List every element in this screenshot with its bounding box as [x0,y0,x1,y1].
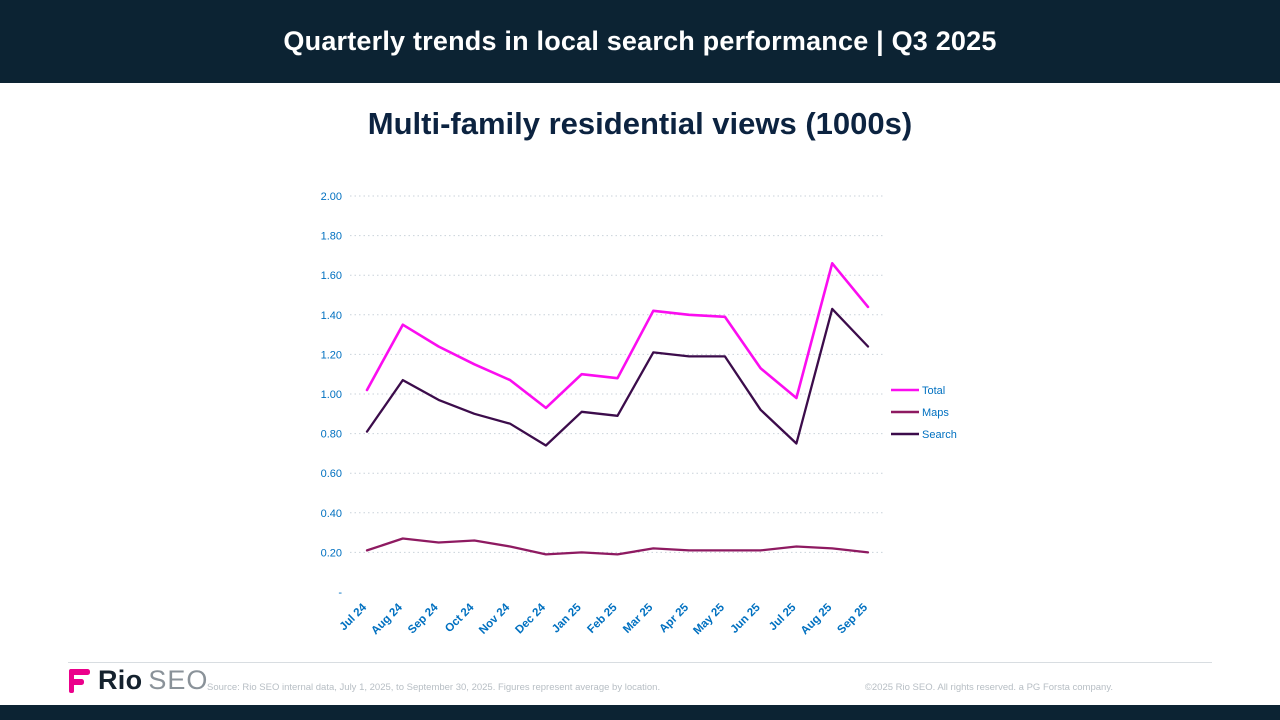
y-axis-label: - [338,587,342,599]
series-line-maps [365,537,870,556]
footer-bar [0,705,1280,720]
x-axis-label: Aug 24 [369,601,405,637]
x-axis-label: Apr 25 [657,601,691,635]
source-note: Source: Rio SEO internal data, July 1, 2… [207,682,661,693]
x-axis-label: Sep 24 [406,601,441,636]
y-axis-label: 1.00 [321,389,342,401]
y-axis-label: 0.40 [321,508,342,520]
x-axis-label: Feb 25 [585,601,620,636]
rio-seo-logo: Rio SEO [68,665,208,696]
y-axis-label: 0.60 [321,468,342,480]
rio-seo-logo-icon [68,667,92,695]
x-axis-label: Jan 25 [550,601,584,635]
y-axis-label: 1.40 [321,310,342,322]
series-line-search [365,307,870,447]
y-axis-label: 0.20 [321,547,342,559]
line-chart: - 0.20 0.40 0.60 0.80 1.00 1.20 1.40 1.60 1.80 2.0… [321,191,957,637]
header-title: Quarterly trends in local search perform… [283,26,997,56]
x-axis-label: Jul 25 [767,601,799,633]
x-axis-label: Sep 25 [835,601,870,636]
page-title: Multi-family residential views (1000s) [367,106,913,141]
x-axis-label: Dec 24 [513,601,548,636]
logo-text-rio: Rio [98,665,143,695]
legend-label-total: Total [922,385,945,397]
y-axis-label: 1.20 [321,349,342,361]
series-line-total [365,262,870,410]
y-axis-label: 1.60 [321,270,342,282]
copyright-note: ©2025 Rio SEO. All rights reserved. a PG… [864,682,1113,693]
footer-divider [68,662,1212,663]
y-axis-label: 1.80 [321,231,342,243]
x-axis-label: Aug 25 [799,601,835,637]
y-axis-label: 0.80 [321,429,342,441]
x-axis-label: Jul 24 [338,601,370,633]
x-axis-label: Mar 25 [621,601,656,636]
x-axis-label: Jun 25 [729,601,764,636]
x-axis-label: May 25 [691,601,727,637]
header-bar: Quarterly trends in local search perform… [0,0,1280,83]
x-axis-label: Nov 24 [477,601,513,637]
legend-label-maps: Maps [922,407,949,419]
legend-label-search: Search [922,429,957,441]
y-axis-label: 2.00 [321,191,342,203]
x-axis-label: Oct 24 [443,601,477,635]
logo-text-seo: SEO [148,665,209,695]
